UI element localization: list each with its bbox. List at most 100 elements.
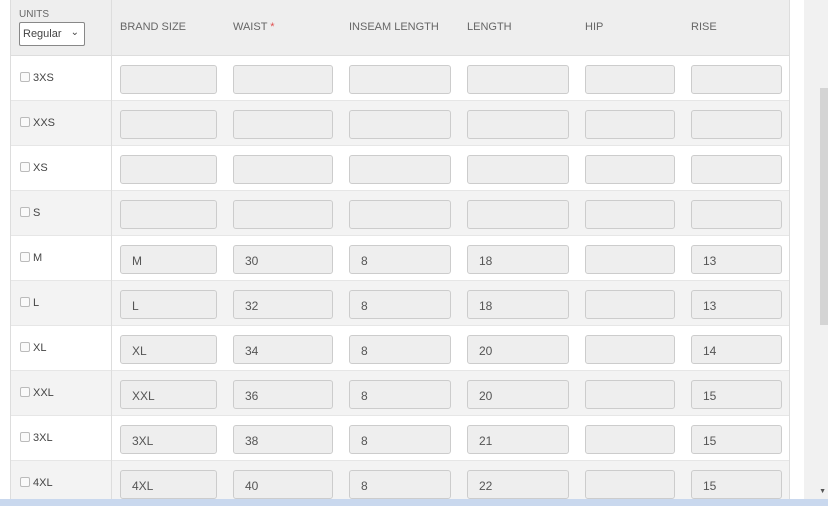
inseam-input[interactable] [349, 200, 451, 229]
hip-input[interactable] [585, 200, 675, 229]
inseam-input[interactable]: 8 [349, 290, 451, 319]
inseam-input[interactable]: 8 [349, 380, 451, 409]
scroll-down-arrow-icon[interactable]: ▼ [819, 488, 826, 495]
waist-input[interactable]: 38 [233, 425, 333, 454]
size-checkbox[interactable] [20, 432, 30, 442]
size-label: XXS [33, 117, 56, 129]
brand-input[interactable] [120, 200, 217, 229]
table-row: XL XL 34 8 20 14 [11, 326, 789, 371]
size-checkbox[interactable] [20, 387, 30, 397]
length-input[interactable]: 18 [467, 245, 569, 274]
chevron-down-icon: ⌄ [70, 27, 79, 38]
waist-input[interactable]: 30 [233, 245, 333, 274]
hip-input[interactable] [585, 470, 675, 499]
length-input[interactable] [467, 200, 569, 229]
length-input[interactable]: 21 [467, 425, 569, 454]
rise-input[interactable]: 14 [691, 335, 782, 364]
hip-input[interactable] [585, 380, 675, 409]
size-checkbox[interactable] [20, 117, 30, 127]
rise-input[interactable] [691, 110, 782, 139]
length-input[interactable]: 20 [467, 335, 569, 364]
hip-input[interactable] [585, 245, 675, 274]
inseam-input[interactable]: 8 [349, 470, 451, 499]
rise-input[interactable]: 15 [691, 380, 782, 409]
waist-input[interactable]: 32 [233, 290, 333, 319]
length-input[interactable]: 22 [467, 470, 569, 499]
hip-input[interactable] [585, 110, 675, 139]
rise-input[interactable] [691, 65, 782, 94]
size-checkbox[interactable] [20, 477, 30, 487]
table-row: M M 30 8 18 13 [11, 236, 789, 281]
length-input[interactable] [467, 110, 569, 139]
waist-input[interactable] [233, 110, 333, 139]
length-input[interactable]: 20 [467, 380, 569, 409]
rise-input[interactable]: 15 [691, 425, 782, 454]
rise-input[interactable]: 13 [691, 290, 782, 319]
waist-input[interactable]: 34 [233, 335, 333, 364]
header-length: LENGTH [467, 21, 512, 33]
waist-input[interactable] [233, 200, 333, 229]
size-checkbox[interactable] [20, 207, 30, 217]
rise-input[interactable]: 15 [691, 470, 782, 499]
hip-input[interactable] [585, 155, 675, 184]
table-row: 4XL 4XL 40 8 22 15 [11, 461, 789, 499]
brand-input[interactable] [120, 110, 217, 139]
inseam-input[interactable] [349, 110, 451, 139]
size-label: 3XS [33, 72, 54, 84]
size-checkbox[interactable] [20, 252, 30, 262]
brand-input[interactable]: XL [120, 335, 217, 364]
size-label: XL [33, 342, 47, 354]
brand-input[interactable]: M [120, 245, 217, 274]
table-row: 3XS [11, 56, 789, 101]
size-checkbox[interactable] [20, 342, 30, 352]
length-input[interactable] [467, 65, 569, 94]
inseam-input[interactable] [349, 65, 451, 94]
brand-input[interactable]: 3XL [120, 425, 217, 454]
table-row: 3XL 3XL 38 8 21 15 [11, 416, 789, 461]
scrollbar[interactable]: ▼ [804, 0, 828, 499]
length-input[interactable]: 18 [467, 290, 569, 319]
scrollbar-thumb[interactable] [820, 88, 828, 325]
size-checkbox[interactable] [20, 162, 30, 172]
table-row: L L 32 8 18 13 [11, 281, 789, 326]
inseam-input[interactable]: 8 [349, 245, 451, 274]
size-label: XS [33, 162, 48, 174]
required-marker: * [270, 21, 275, 33]
inseam-input[interactable]: 8 [349, 425, 451, 454]
table-row: S [11, 191, 789, 236]
brand-input[interactable]: L [120, 290, 217, 319]
size-checkbox[interactable] [20, 297, 30, 307]
header-hip: HIP [585, 21, 604, 33]
brand-input[interactable] [120, 155, 217, 184]
hip-input[interactable] [585, 335, 675, 364]
size-label: 3XL [33, 432, 53, 444]
length-input[interactable] [467, 155, 569, 184]
hip-input[interactable] [585, 290, 675, 319]
waist-input[interactable]: 40 [233, 470, 333, 499]
bottom-bar [0, 499, 828, 506]
table-header: UNITS Regular ⌄ BRAND SIZE WAIST * INSEAM… [11, 0, 789, 56]
inseam-input[interactable] [349, 155, 451, 184]
brand-input[interactable]: XXL [120, 380, 217, 409]
inseam-input[interactable]: 8 [349, 335, 451, 364]
table-row: XXL XXL 36 8 20 15 [11, 371, 789, 416]
size-label: 4XL [33, 477, 53, 489]
brand-input[interactable] [120, 65, 217, 94]
waist-input[interactable]: 36 [233, 380, 333, 409]
table-row: XXS [11, 101, 789, 146]
size-label: S [33, 207, 41, 219]
hip-input[interactable] [585, 425, 675, 454]
header-waist: WAIST * [233, 21, 275, 33]
size-checkbox[interactable] [20, 72, 30, 82]
waist-input[interactable] [233, 155, 333, 184]
brand-input[interactable]: 4XL [120, 470, 217, 499]
waist-input[interactable] [233, 65, 333, 94]
rise-input[interactable] [691, 155, 782, 184]
units-selected-value: Regular [23, 28, 62, 40]
hip-input[interactable] [585, 65, 675, 94]
header-inseam: INSEAM LENGTH [349, 21, 439, 33]
rise-input[interactable] [691, 200, 782, 229]
size-label: XXL [33, 387, 54, 399]
rise-input[interactable]: 13 [691, 245, 782, 274]
units-select[interactable]: Regular ⌄ [19, 22, 85, 46]
